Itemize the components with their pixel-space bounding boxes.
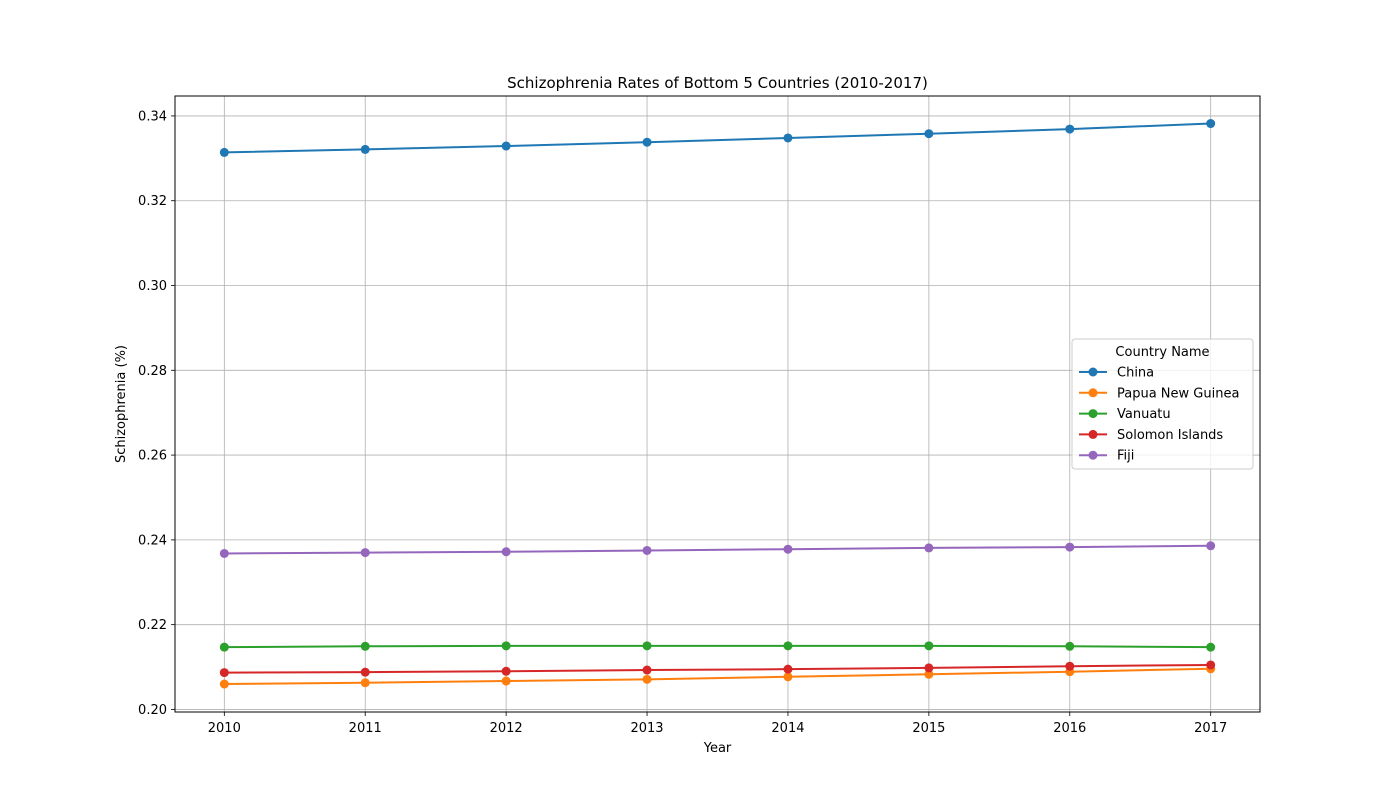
grid-lines: [175, 96, 1260, 712]
x-tick-label: 2012: [490, 721, 523, 736]
y-axis-label: Schizophrenia (%): [114, 345, 129, 463]
data-point-fiji: [783, 544, 793, 554]
legend-marker: [1088, 367, 1098, 377]
y-tick-label: 0.20: [138, 703, 167, 718]
series-solomon-islands: [219, 660, 1216, 678]
series-china: [219, 119, 1216, 157]
data-point-china: [642, 137, 652, 147]
legend-label: Solomon Islands: [1117, 428, 1223, 443]
legend-entries: China Papua New Guinea Vanuatu Solomon Isla…: [1079, 366, 1239, 464]
data-point-fiji: [360, 548, 370, 558]
data-point-fiji: [501, 547, 511, 557]
legend-entry-solomon-islands: Solomon Islands: [1079, 428, 1223, 443]
data-point-china: [219, 147, 229, 157]
legend-label: Vanuatu: [1117, 407, 1171, 422]
data-point-solomon-islands: [783, 664, 793, 674]
data-point-vanuatu: [924, 641, 934, 651]
data-point-china: [360, 144, 370, 154]
y-tick-label: 0.22: [138, 618, 167, 633]
data-point-fiji: [924, 543, 934, 553]
series-line-china: [224, 122, 1211, 154]
legend-title: Country Name: [1115, 345, 1209, 360]
data-point-fiji: [642, 545, 652, 555]
legend-label: Fiji: [1117, 449, 1134, 464]
data-point-papua-new-guinea: [642, 674, 652, 684]
data-point-china: [783, 133, 793, 143]
data-point-china: [924, 129, 934, 139]
legend-label: China: [1117, 366, 1154, 381]
legend-box: [1071, 338, 1254, 470]
data-point-fiji: [1065, 542, 1075, 552]
data-point-papua-new-guinea: [924, 669, 934, 679]
plot-frame: [174, 95, 1261, 713]
legend-entry-china: China: [1079, 366, 1154, 381]
x-tick-label: 2014: [771, 721, 804, 736]
y-axis: 0.20 0.22 0.24 0.26 0.28 0.30 0.32 0.34: [138, 109, 175, 718]
data-point-vanuatu: [219, 642, 229, 652]
data-point-solomon-islands: [642, 665, 652, 675]
data-point-vanuatu: [501, 641, 511, 651]
data-point-solomon-islands: [1065, 661, 1075, 671]
data-point-vanuatu: [642, 641, 652, 651]
y-tick-label: 0.26: [138, 449, 167, 464]
data-point-fiji: [219, 548, 229, 558]
data-point-papua-new-guinea: [783, 672, 793, 682]
series-fiji: [219, 541, 1216, 558]
series-line-solomon-islands: [224, 663, 1211, 674]
data-point-papua-new-guinea: [219, 679, 229, 689]
x-tick-label: 2015: [912, 721, 945, 736]
data-point-vanuatu: [1206, 642, 1216, 652]
x-tick-label: 2013: [630, 721, 663, 736]
x-tick-label: 2016: [1053, 721, 1086, 736]
data-point-vanuatu: [783, 641, 793, 651]
y-tick-label: 0.34: [138, 109, 167, 124]
data-point-solomon-islands: [501, 666, 511, 676]
legend-marker: [1088, 429, 1098, 439]
legend-entry-papua-new-guinea: Papua New Guinea: [1079, 386, 1239, 401]
series-line-papua-new-guinea: [224, 667, 1211, 686]
chart-title: Schizophrenia Rates of Bottom 5 Countrie…: [507, 74, 928, 92]
x-axis: 2010 2011 2012 2013 2014 2015 2016 2017: [208, 712, 1227, 736]
y-tick-label: 0.32: [138, 194, 167, 209]
legend-entry-vanuatu: Vanuatu: [1079, 407, 1171, 422]
legend-marker: [1088, 450, 1098, 460]
series-line-fiji: [224, 544, 1211, 555]
data-point-solomon-islands: [1206, 660, 1216, 670]
x-axis-label: Year: [703, 741, 732, 756]
data-point-papua-new-guinea: [360, 678, 370, 688]
data-point-china: [1065, 124, 1075, 134]
data-point-china: [1206, 119, 1216, 129]
data-point-fiji: [1206, 541, 1216, 551]
legend: Country Name China Papua New Guinea Vanuat…: [1071, 338, 1254, 470]
x-tick-label: 2011: [349, 721, 382, 736]
data-point-solomon-islands: [924, 663, 934, 673]
data-point-solomon-islands: [360, 667, 370, 677]
data-point-vanuatu: [360, 641, 370, 651]
data-point-vanuatu: [1065, 641, 1075, 651]
y-tick-label: 0.30: [138, 279, 167, 294]
legend-entry-fiji: Fiji: [1079, 449, 1134, 464]
legend-marker: [1088, 409, 1098, 419]
legend-label: Papua New Guinea: [1117, 386, 1239, 401]
series-vanuatu: [219, 641, 1216, 652]
data-point-china: [501, 141, 511, 151]
data-point-papua-new-guinea: [501, 676, 511, 686]
series-line-vanuatu: [224, 644, 1211, 649]
y-tick-label: 0.24: [138, 533, 167, 548]
x-tick-label: 2017: [1194, 721, 1227, 736]
y-tick-label: 0.28: [138, 364, 167, 379]
series-layer: [219, 119, 1216, 689]
data-point-solomon-islands: [219, 668, 229, 678]
x-tick-label: 2010: [208, 721, 241, 736]
legend-marker: [1088, 388, 1098, 398]
